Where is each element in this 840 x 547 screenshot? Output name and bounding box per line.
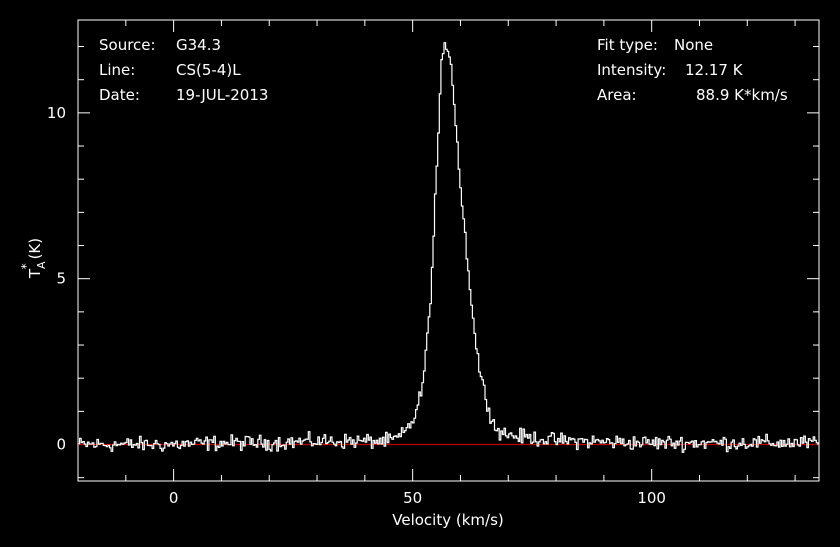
y-axis-label-sub: A	[35, 261, 48, 269]
x-tick-label: 0	[169, 489, 179, 507]
y-axis-label: TA* (K)	[19, 238, 48, 279]
y-tick-label: 5	[56, 270, 66, 288]
spectrum-line	[78, 42, 819, 453]
y-axis-label-main: T	[26, 268, 44, 279]
intensity-value: 12.17 K	[685, 61, 744, 79]
chart-marks	[78, 42, 819, 453]
fit-type-label: Fit type:	[597, 36, 658, 54]
source-label: Source:	[99, 36, 156, 54]
y-tick-label: 0	[56, 436, 66, 454]
svg-text:TA*(K): TA* (K)	[19, 238, 48, 279]
intensity-label: Intensity:	[597, 61, 666, 79]
y-axis-label-unit: (K)	[26, 238, 44, 260]
line-value: CS(5-4)L	[176, 61, 241, 79]
area-value: 88.9 K*km/s	[696, 86, 788, 104]
source-value: G34.3	[176, 36, 221, 54]
x-tick-label: 100	[637, 489, 666, 507]
date-label: Date:	[99, 86, 140, 104]
x-tick-label: 50	[403, 489, 422, 507]
date-value: 19-JUL-2013	[176, 86, 268, 104]
plot-frame	[77, 19, 820, 482]
line-label: Line:	[99, 61, 135, 79]
y-axis-label-sup: *	[19, 263, 33, 269]
fit-type-value: None	[674, 36, 713, 54]
x-axis-label: Velocity (km/s)	[392, 511, 503, 529]
y-tick-label: 10	[47, 104, 66, 122]
area-label: Area:	[597, 86, 637, 104]
